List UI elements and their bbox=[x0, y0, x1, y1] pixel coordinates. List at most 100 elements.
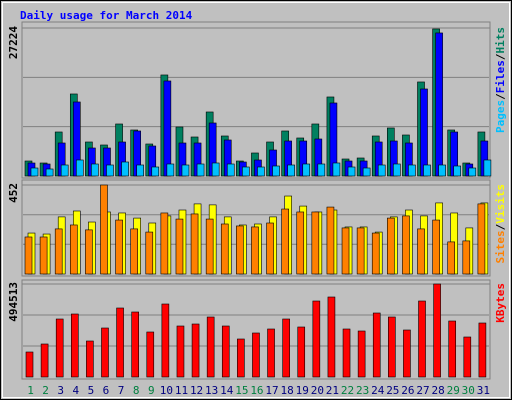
x-tick-label: 20 bbox=[311, 384, 324, 397]
bar bbox=[357, 330, 366, 378]
bar bbox=[190, 213, 199, 275]
bar bbox=[236, 225, 244, 275]
bar bbox=[85, 229, 93, 275]
bar bbox=[402, 215, 410, 275]
bar bbox=[356, 227, 365, 275]
y-tick-label: 452 bbox=[7, 183, 20, 203]
x-tick-label: 14 bbox=[220, 384, 234, 397]
bar bbox=[54, 228, 63, 275]
bar bbox=[30, 167, 39, 177]
x-tick-label: 21 bbox=[326, 384, 339, 397]
bar bbox=[131, 311, 139, 378]
legend-separator: / bbox=[494, 53, 507, 60]
x-tick-label: 5 bbox=[88, 384, 95, 397]
x-tick-label: 17 bbox=[265, 384, 278, 397]
bar bbox=[221, 325, 230, 378]
bar bbox=[106, 164, 114, 177]
bar bbox=[403, 329, 411, 378]
bar bbox=[420, 88, 428, 177]
bar bbox=[191, 323, 200, 378]
bar bbox=[272, 165, 280, 177]
bar bbox=[251, 226, 259, 275]
bar bbox=[160, 212, 169, 275]
bar bbox=[423, 164, 431, 177]
legend-entry: KBytes bbox=[494, 283, 507, 323]
bar bbox=[45, 168, 54, 177]
bar bbox=[24, 236, 33, 275]
y-tick-label: 27224 bbox=[7, 26, 20, 59]
x-tick-label: 19 bbox=[296, 384, 309, 397]
bar bbox=[161, 303, 170, 378]
x-tick-label: 11 bbox=[175, 384, 188, 397]
bar bbox=[317, 163, 326, 177]
bar bbox=[166, 163, 175, 177]
bar bbox=[281, 208, 289, 275]
x-tick-label: 28 bbox=[431, 384, 444, 397]
bar bbox=[388, 316, 396, 378]
x-tick-label: 6 bbox=[103, 384, 110, 397]
bar bbox=[60, 164, 69, 177]
bar bbox=[347, 166, 356, 177]
x-tick-label: 1 bbox=[27, 384, 34, 397]
x-tick-label: 24 bbox=[371, 384, 385, 397]
bar bbox=[146, 331, 155, 378]
bar bbox=[205, 218, 214, 275]
x-tick-label: 10 bbox=[160, 384, 173, 397]
legend-separator: / bbox=[494, 223, 507, 230]
bar bbox=[477, 203, 486, 275]
x-tick-label: 30 bbox=[462, 384, 475, 397]
bar bbox=[377, 164, 386, 177]
bar bbox=[393, 163, 401, 177]
bar bbox=[55, 318, 64, 378]
bar bbox=[462, 240, 471, 275]
bar bbox=[40, 343, 49, 378]
bar bbox=[237, 338, 245, 378]
bar bbox=[196, 163, 205, 177]
bar bbox=[478, 322, 487, 378]
legend-separator: / bbox=[494, 93, 507, 100]
bar bbox=[39, 236, 48, 275]
bar bbox=[266, 222, 274, 275]
x-tick-label: 8 bbox=[133, 384, 140, 397]
legend: Pages/Files/Hits bbox=[494, 27, 507, 133]
legend-entry: Visits bbox=[494, 184, 507, 224]
bar bbox=[282, 318, 290, 378]
x-tick-label: 7 bbox=[118, 384, 125, 397]
bar bbox=[372, 312, 381, 378]
x-tick-label: 25 bbox=[386, 384, 399, 397]
bar bbox=[226, 163, 235, 177]
bar bbox=[242, 166, 250, 177]
legend-entry: Files bbox=[494, 60, 507, 93]
bar bbox=[116, 307, 124, 378]
bar bbox=[100, 184, 108, 275]
bar bbox=[130, 228, 138, 275]
bar bbox=[206, 316, 215, 378]
bar bbox=[311, 211, 320, 275]
bar bbox=[418, 300, 426, 378]
bar bbox=[287, 164, 295, 177]
legend: KBytes bbox=[494, 283, 507, 323]
bar bbox=[91, 163, 99, 177]
x-tick-label: 18 bbox=[281, 384, 294, 397]
bar bbox=[163, 80, 172, 177]
bar bbox=[371, 232, 380, 275]
x-tick-label: 4 bbox=[72, 384, 79, 397]
bar bbox=[387, 217, 395, 275]
bar bbox=[438, 164, 446, 177]
x-tick-label: 2 bbox=[42, 384, 49, 397]
bar bbox=[342, 328, 351, 378]
bar bbox=[312, 300, 321, 378]
bar bbox=[176, 325, 185, 378]
bar bbox=[483, 159, 492, 177]
bar bbox=[468, 167, 477, 177]
bar bbox=[302, 163, 311, 177]
bar bbox=[432, 219, 440, 275]
legend-entry: Pages bbox=[494, 100, 507, 133]
x-tick-label: 12 bbox=[190, 384, 203, 397]
bar bbox=[181, 164, 190, 177]
x-tick-label: 9 bbox=[148, 384, 155, 397]
bar bbox=[341, 227, 350, 275]
bar bbox=[362, 167, 371, 177]
bar bbox=[417, 228, 425, 275]
